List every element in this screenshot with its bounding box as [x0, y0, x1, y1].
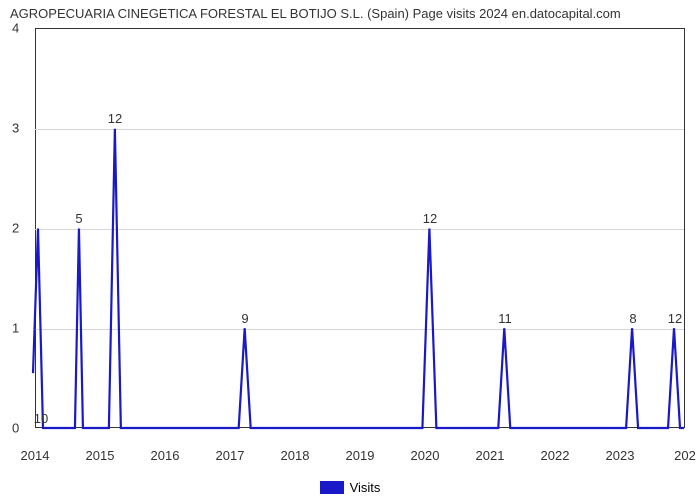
value-label: 12	[423, 211, 437, 226]
x-tick-label: 2019	[346, 448, 375, 463]
x-tick-label: 2023	[606, 448, 635, 463]
x-tick-label: 2016	[151, 448, 180, 463]
x-tick-label: 2015	[86, 448, 115, 463]
value-label: 12	[108, 111, 122, 126]
x-tick-label: 2021	[476, 448, 505, 463]
value-label: 8	[629, 311, 636, 326]
value-label: 12	[668, 311, 682, 326]
visits-chart	[35, 28, 685, 428]
x-tick-label: 202	[674, 448, 696, 463]
line-plot	[35, 29, 684, 428]
page-title: AGROPECUARIA CINEGETICA FORESTAL EL BOTI…	[10, 6, 621, 21]
y-tick-label: 1	[12, 321, 19, 336]
y-tick-label: 3	[12, 121, 19, 136]
x-tick-label: 2017	[216, 448, 245, 463]
y-tick-label: 0	[12, 421, 19, 436]
legend: Visits	[0, 480, 700, 495]
value-label: 9	[241, 311, 248, 326]
legend-label: Visits	[350, 480, 381, 495]
x-tick-label: 2020	[411, 448, 440, 463]
value-label: 5	[75, 211, 82, 226]
x-tick-label: 2014	[21, 448, 50, 463]
y-tick-label: 2	[12, 221, 19, 236]
x-tick-label: 2018	[281, 448, 310, 463]
value-label: 11	[498, 311, 512, 326]
x-tick-label: 2022	[541, 448, 570, 463]
value-label: 10	[34, 411, 48, 426]
y-tick-label: 4	[12, 21, 19, 36]
legend-swatch	[320, 481, 344, 494]
